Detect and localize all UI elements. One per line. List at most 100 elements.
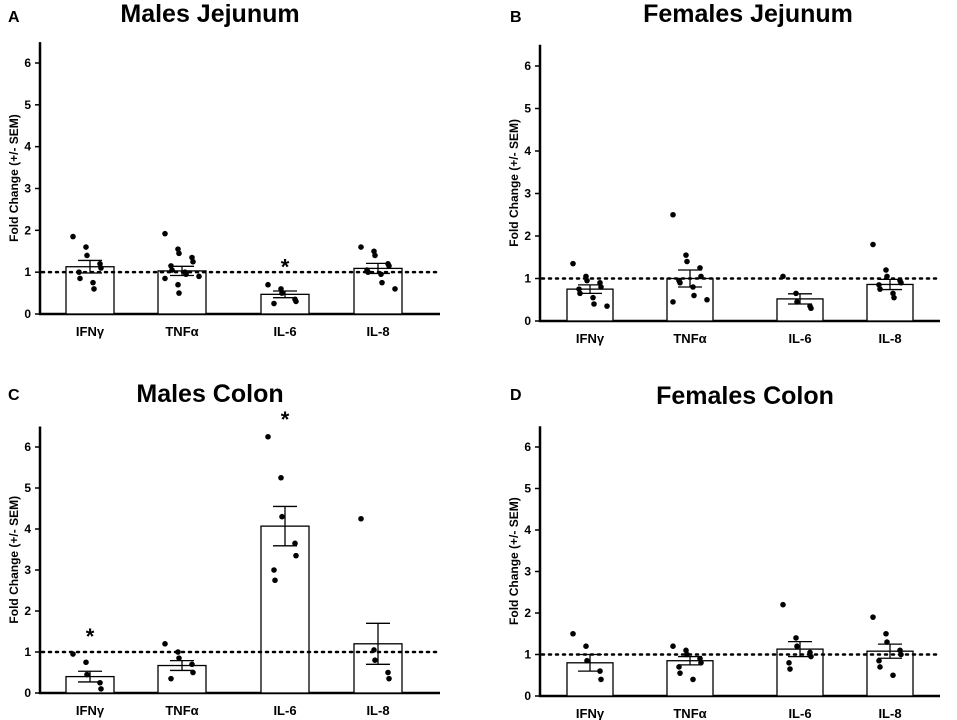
panel-label-b: B — [510, 9, 522, 26]
data-point-c — [358, 515, 364, 522]
data-point-b — [704, 296, 710, 303]
data-point-d — [890, 672, 896, 679]
x-tick-label-a: IL-8 — [366, 324, 389, 339]
data-point-c — [385, 669, 391, 676]
data-point-d — [597, 668, 603, 674]
data-point-a — [90, 279, 96, 286]
y-axis-label-b: Fold Change (+/- SEM) — [507, 119, 521, 247]
y-tick-label-b: 0 — [524, 314, 531, 328]
data-point-b — [891, 294, 897, 301]
data-point-d — [876, 657, 882, 664]
y-tick-label-c: 3 — [24, 563, 31, 577]
bar-a — [65, 266, 115, 315]
x-tick-label-c: TNFα — [165, 703, 198, 718]
chart-svg-d: Females Colon D Fold Change (+/- SEM) 0 1 2 3 4… — [507, 382, 942, 720]
data-point-d — [670, 643, 676, 649]
data-point-b — [570, 260, 576, 267]
panel-label-a: A — [8, 9, 20, 26]
chart-panel-c: Males Colon C Fold Change (+/- SEM) 0 1 2 3 4 5 6… — [0, 372, 480, 720]
x-tick-label-a: TNFα — [165, 324, 198, 339]
data-point-c — [293, 552, 299, 559]
x-tick-label-d: IL-6 — [788, 706, 811, 720]
data-point-b — [598, 284, 604, 290]
data-point-a — [175, 281, 181, 288]
data-point-b — [883, 267, 889, 273]
y-tick-label-a: 2 — [24, 223, 31, 237]
bar-d — [666, 660, 714, 697]
data-point-a — [190, 258, 196, 265]
data-point-a — [392, 286, 398, 292]
data-point-d — [786, 660, 792, 666]
chart-svg-b: Females Jejunum B Fold Change (+/- SEM) 0 1 2… — [507, 0, 942, 346]
bar-b — [866, 283, 914, 322]
data-point-c — [386, 675, 392, 682]
y-tick-label-a: 5 — [24, 98, 31, 112]
y-tick-label-b: 3 — [524, 187, 531, 201]
data-point-a — [271, 300, 277, 307]
x-tick-label-d: IL-8 — [878, 706, 901, 720]
data-point-a — [168, 263, 174, 269]
data-point-b — [677, 279, 683, 286]
data-point-a — [77, 275, 83, 282]
data-point-d — [793, 635, 799, 641]
data-point-d — [598, 676, 604, 683]
y-tick-label-d: 3 — [524, 565, 531, 579]
x-tick-label-b: IL-6 — [788, 331, 811, 346]
significance-marker-c: * — [86, 624, 95, 649]
x-tick-label-c: IL-6 — [273, 703, 296, 718]
significance-marker-c: * — [281, 407, 290, 432]
data-point-d — [676, 664, 682, 670]
data-point-b — [808, 305, 814, 312]
data-point-b — [870, 241, 876, 248]
data-point-c — [83, 659, 89, 666]
data-point-b — [591, 301, 597, 307]
y-tick-label-b: 6 — [524, 59, 531, 73]
data-point-a — [379, 279, 385, 286]
chart-title-c: Males Colon — [136, 380, 283, 408]
data-point-a — [91, 286, 97, 292]
panel-label-c: C — [8, 387, 20, 404]
data-point-b — [604, 303, 610, 309]
data-point-a — [358, 244, 364, 250]
data-point-a — [176, 290, 182, 296]
y-tick-label-b: 1 — [524, 272, 531, 286]
y-tick-label-d: 0 — [524, 689, 531, 703]
data-point-b — [898, 279, 904, 286]
data-point-a — [365, 269, 371, 275]
data-point-b — [576, 286, 582, 292]
data-point-b — [690, 284, 696, 290]
data-point-a — [279, 290, 285, 296]
data-point-b — [876, 282, 882, 288]
data-point-a — [265, 281, 271, 288]
y-tick-label-a: 6 — [24, 56, 31, 70]
y-tick-label-c: 1 — [24, 645, 31, 659]
y-tick-label-b: 4 — [524, 144, 531, 158]
x-tick-label-d: TNFα — [673, 706, 706, 720]
data-point-b — [697, 265, 703, 271]
data-point-a — [278, 286, 284, 292]
data-point-c — [190, 669, 196, 676]
chart-title-d: Females Colon — [656, 382, 834, 410]
data-point-b — [691, 292, 697, 299]
x-tick-label-a: IL-6 — [273, 324, 296, 339]
data-point-a — [386, 263, 392, 269]
data-point-a — [189, 254, 195, 261]
y-tick-label-c: 6 — [24, 440, 31, 454]
data-point-a — [175, 246, 181, 252]
chart-title-b: Females Jejunum — [643, 0, 853, 28]
data-point-d — [870, 614, 876, 620]
data-point-c — [278, 474, 284, 481]
y-axis-label-a: Fold Change (+/- SEM) — [7, 114, 21, 242]
data-point-c — [84, 671, 90, 678]
y-tick-label-a: 1 — [24, 265, 31, 279]
data-point-b — [683, 252, 689, 258]
data-point-b — [670, 299, 676, 305]
data-point-c — [372, 657, 378, 663]
data-point-d — [698, 660, 704, 666]
data-point-b — [597, 279, 603, 286]
y-tick-label-c: 5 — [24, 481, 31, 495]
data-point-d — [884, 639, 890, 645]
data-point-a — [176, 250, 182, 257]
y-axis-label-c: Fold Change (+/- SEM) — [7, 496, 21, 624]
data-point-c — [279, 513, 285, 520]
